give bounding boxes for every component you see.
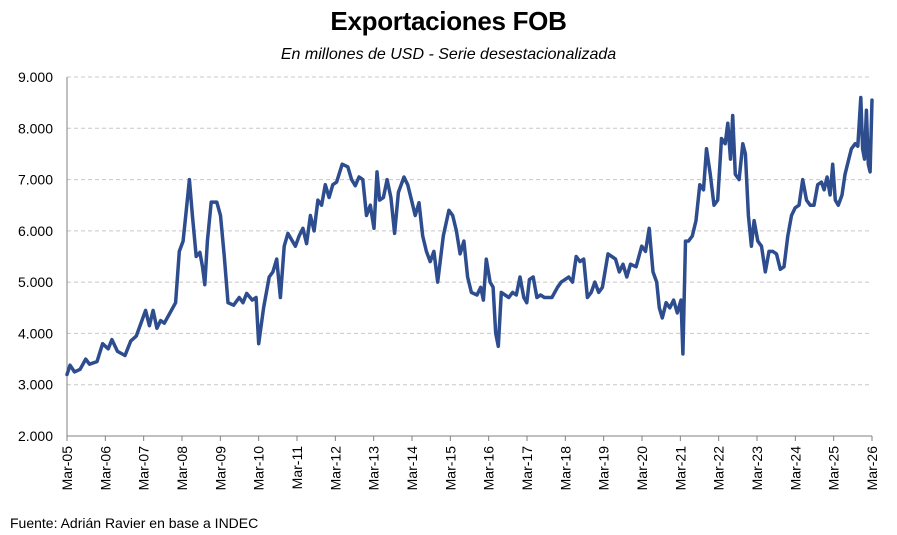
x-tick-label: Mar-16 xyxy=(481,446,497,491)
x-tick-label: Mar-10 xyxy=(251,446,267,491)
y-tick-label: 3.000 xyxy=(18,377,53,393)
x-tick-label: Mar-05 xyxy=(59,446,75,491)
x-tick-label: Mar-13 xyxy=(366,446,382,491)
axes xyxy=(66,77,873,441)
x-tick-label: Mar-26 xyxy=(864,446,880,491)
x-tick-label: Mar-11 xyxy=(289,446,305,490)
x-tick-label: Mar-20 xyxy=(634,446,650,491)
x-tick-label: Mar-18 xyxy=(557,446,573,491)
y-tick-label: 7.000 xyxy=(18,172,53,188)
x-tick-label: Mar-08 xyxy=(174,446,190,491)
x-tick-label: Mar-21 xyxy=(672,446,688,491)
y-tick-label: 9.000 xyxy=(18,69,53,85)
x-tick-label: Mar-07 xyxy=(136,446,152,491)
x-tick-label: Mar-12 xyxy=(327,446,343,491)
x-tick-label: Mar-09 xyxy=(212,446,228,491)
y-tick-labels: 2.000 3.000 4.000 5.000 6.000 7.000 8.000 9.000 xyxy=(18,69,53,444)
x-tick-label: Mar-17 xyxy=(519,446,535,491)
chart-title: Exportaciones FOB xyxy=(330,6,567,36)
series-lines xyxy=(65,95,874,377)
source-note: Fuente: Adrián Ravier en base a INDEC xyxy=(10,515,259,531)
x-tick-label: Mar-19 xyxy=(596,446,612,491)
x-tick-label: Mar-15 xyxy=(442,446,458,491)
chart-subtitle: En millones de USD - Serie desestacional… xyxy=(280,46,617,63)
y-tick-label: 4.000 xyxy=(18,325,53,341)
y-tick-label: 8.000 xyxy=(18,120,53,136)
x-tick-label: Mar-24 xyxy=(787,446,803,491)
x-tick-labels: Mar-05 Mar-06 Mar-07 Mar-08 Mar-09 Mar-10 Mar-… xyxy=(59,446,880,491)
y-tick-label: 2.000 xyxy=(18,428,53,444)
series-line-exportaciones xyxy=(65,95,874,377)
x-tick-label: Mar-22 xyxy=(711,446,727,491)
x-tick-label: Mar-23 xyxy=(749,446,765,491)
x-tick-label: Mar-14 xyxy=(404,446,420,491)
y-tick-label: 6.000 xyxy=(18,223,53,239)
x-tick-label: Mar-25 xyxy=(826,446,842,491)
x-tick-label: Mar-06 xyxy=(97,446,113,491)
y-tick-label: 5.000 xyxy=(18,274,53,290)
